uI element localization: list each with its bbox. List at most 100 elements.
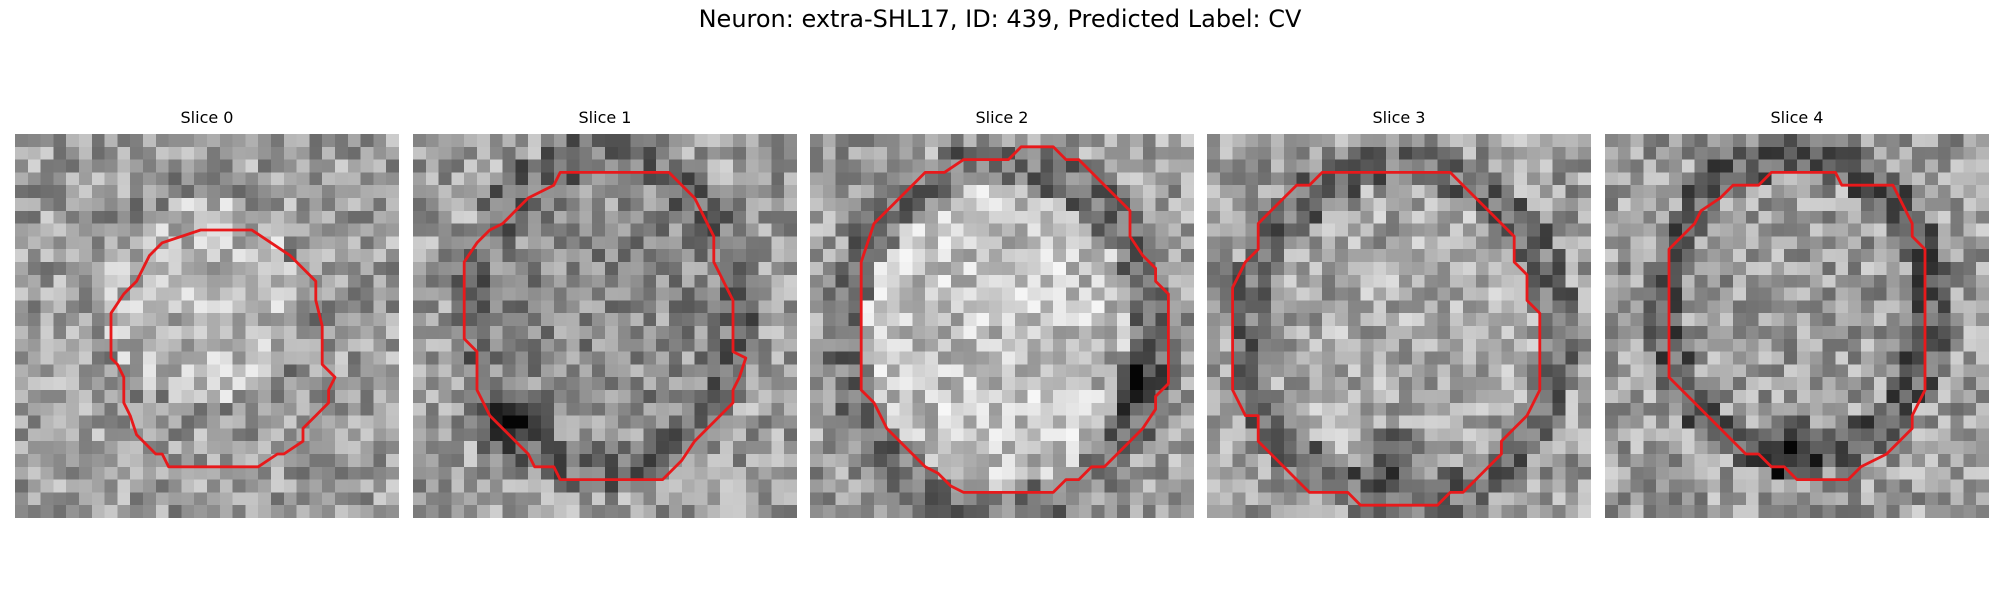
pixel (1488, 300, 1502, 314)
pixel (1142, 505, 1156, 518)
pixel (1399, 172, 1413, 186)
pixel (155, 287, 169, 301)
pixel (1258, 185, 1272, 199)
pixel (553, 492, 567, 506)
pixel (168, 287, 182, 301)
pixel (1899, 236, 1913, 250)
pixel (579, 172, 593, 186)
pixel (258, 441, 272, 455)
pixel (1758, 479, 1772, 493)
pixel (1937, 441, 1951, 455)
pixel (630, 210, 644, 224)
pixel (848, 441, 862, 455)
pixel (155, 172, 169, 186)
pixel (219, 262, 233, 276)
pixel (630, 492, 644, 506)
pixel (360, 505, 374, 518)
pixel (425, 210, 439, 224)
pixel (1925, 249, 1939, 263)
pixel (1181, 505, 1194, 518)
pixel (1130, 134, 1144, 148)
pixel (1347, 454, 1361, 468)
pixel (1937, 402, 1951, 416)
pixel (1643, 172, 1657, 186)
pixel (1053, 134, 1067, 148)
pixel (322, 313, 336, 327)
pixel (464, 466, 478, 480)
pixel (79, 300, 93, 314)
pixel (1488, 326, 1502, 340)
pixel (477, 262, 491, 276)
pixel (1630, 364, 1644, 378)
pixel (1937, 390, 1951, 404)
pixel (592, 223, 606, 237)
pixel (605, 390, 619, 404)
pixel (1835, 300, 1849, 314)
pixel (1347, 172, 1361, 186)
pixel (181, 351, 195, 365)
pixel (1232, 172, 1246, 186)
pixel (528, 159, 542, 173)
pixel (15, 185, 29, 199)
pixel (335, 146, 349, 160)
pixel (1809, 326, 1823, 340)
pixel (810, 159, 824, 173)
pixel (899, 479, 913, 493)
pixel (79, 185, 93, 199)
pixel (1360, 364, 1374, 378)
pixel (630, 428, 644, 442)
pixel (1335, 274, 1349, 288)
pixel (822, 377, 836, 391)
pixel (413, 210, 427, 224)
pixel (1424, 185, 1438, 199)
pixel (1886, 159, 1900, 173)
pixel (707, 134, 721, 148)
pixel (822, 492, 836, 506)
cell-contour (1667, 170, 1927, 482)
pixel (27, 326, 41, 340)
pixel (91, 262, 105, 276)
pixel (347, 249, 361, 263)
pixel (296, 326, 310, 340)
pixel (861, 402, 875, 416)
pixel (1399, 415, 1413, 429)
pixel (1219, 223, 1233, 237)
pixel (925, 505, 939, 518)
pixel (283, 454, 297, 468)
pixel (1873, 236, 1887, 250)
pixel (861, 172, 875, 186)
pixel (1078, 185, 1092, 199)
pixel (155, 313, 169, 327)
pixel (720, 313, 734, 327)
pixel (15, 236, 29, 250)
pixel (1386, 274, 1400, 288)
pixel (1617, 492, 1631, 506)
pixel (438, 428, 452, 442)
pixel (143, 185, 157, 199)
pixel (528, 249, 542, 263)
pixel (912, 441, 926, 455)
pixel (1296, 198, 1310, 212)
cell-contour (859, 145, 1170, 494)
pixel (322, 454, 336, 468)
pixel (1733, 223, 1747, 237)
pixel (1219, 364, 1233, 378)
pixel (1399, 159, 1413, 173)
pixel (1758, 377, 1772, 391)
pixel (1283, 377, 1297, 391)
pixel (425, 402, 439, 416)
pixel (489, 210, 503, 224)
pixel (1232, 377, 1246, 391)
pixel (1386, 505, 1400, 518)
pixel (579, 326, 593, 340)
pixel (579, 390, 593, 404)
pixel (130, 338, 144, 352)
pixel (1681, 466, 1695, 480)
pixel (464, 313, 478, 327)
pixel (477, 249, 491, 263)
pixel (1835, 428, 1849, 442)
pixel (91, 274, 105, 288)
pixel (258, 390, 272, 404)
pixel (1450, 249, 1464, 263)
pixel (1797, 134, 1811, 148)
